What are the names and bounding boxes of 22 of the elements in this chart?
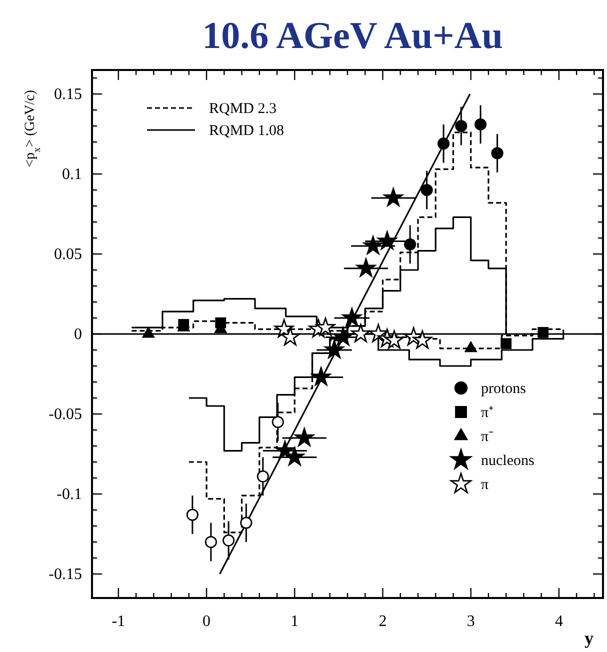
chart-title: 10.6 AGeV Au+Au (202, 15, 503, 57)
x-tick-label: 2 (378, 613, 387, 630)
legend-label: RQMD 1.08 (209, 123, 284, 139)
legend-label: protons (481, 381, 526, 397)
x-tick-label: 3 (466, 613, 475, 630)
x-tick-label: -1 (112, 613, 126, 630)
x-axis-title: y (584, 628, 594, 648)
legend-label: π⁻ (481, 429, 494, 445)
legend-label: RQMD 2.3 (209, 101, 277, 117)
y-tick-label: 0 (74, 326, 82, 343)
y-tick-label: -0.1 (56, 486, 82, 503)
legend-label: π (481, 477, 489, 493)
x-tick-label: 4 (554, 613, 563, 630)
legend-label: π⁺ (481, 405, 494, 421)
x-tick-label: 0 (202, 613, 211, 630)
legend-label: nucleons (481, 453, 534, 469)
y-tick-label: 0.1 (62, 166, 82, 183)
y-tick-label: -0.15 (48, 566, 82, 583)
y-tick-label: 0.05 (54, 246, 82, 263)
y-tick-label: -0.05 (48, 406, 82, 423)
x-tick-label: 1 (290, 613, 299, 630)
y-tick-label: 0.15 (54, 86, 82, 103)
